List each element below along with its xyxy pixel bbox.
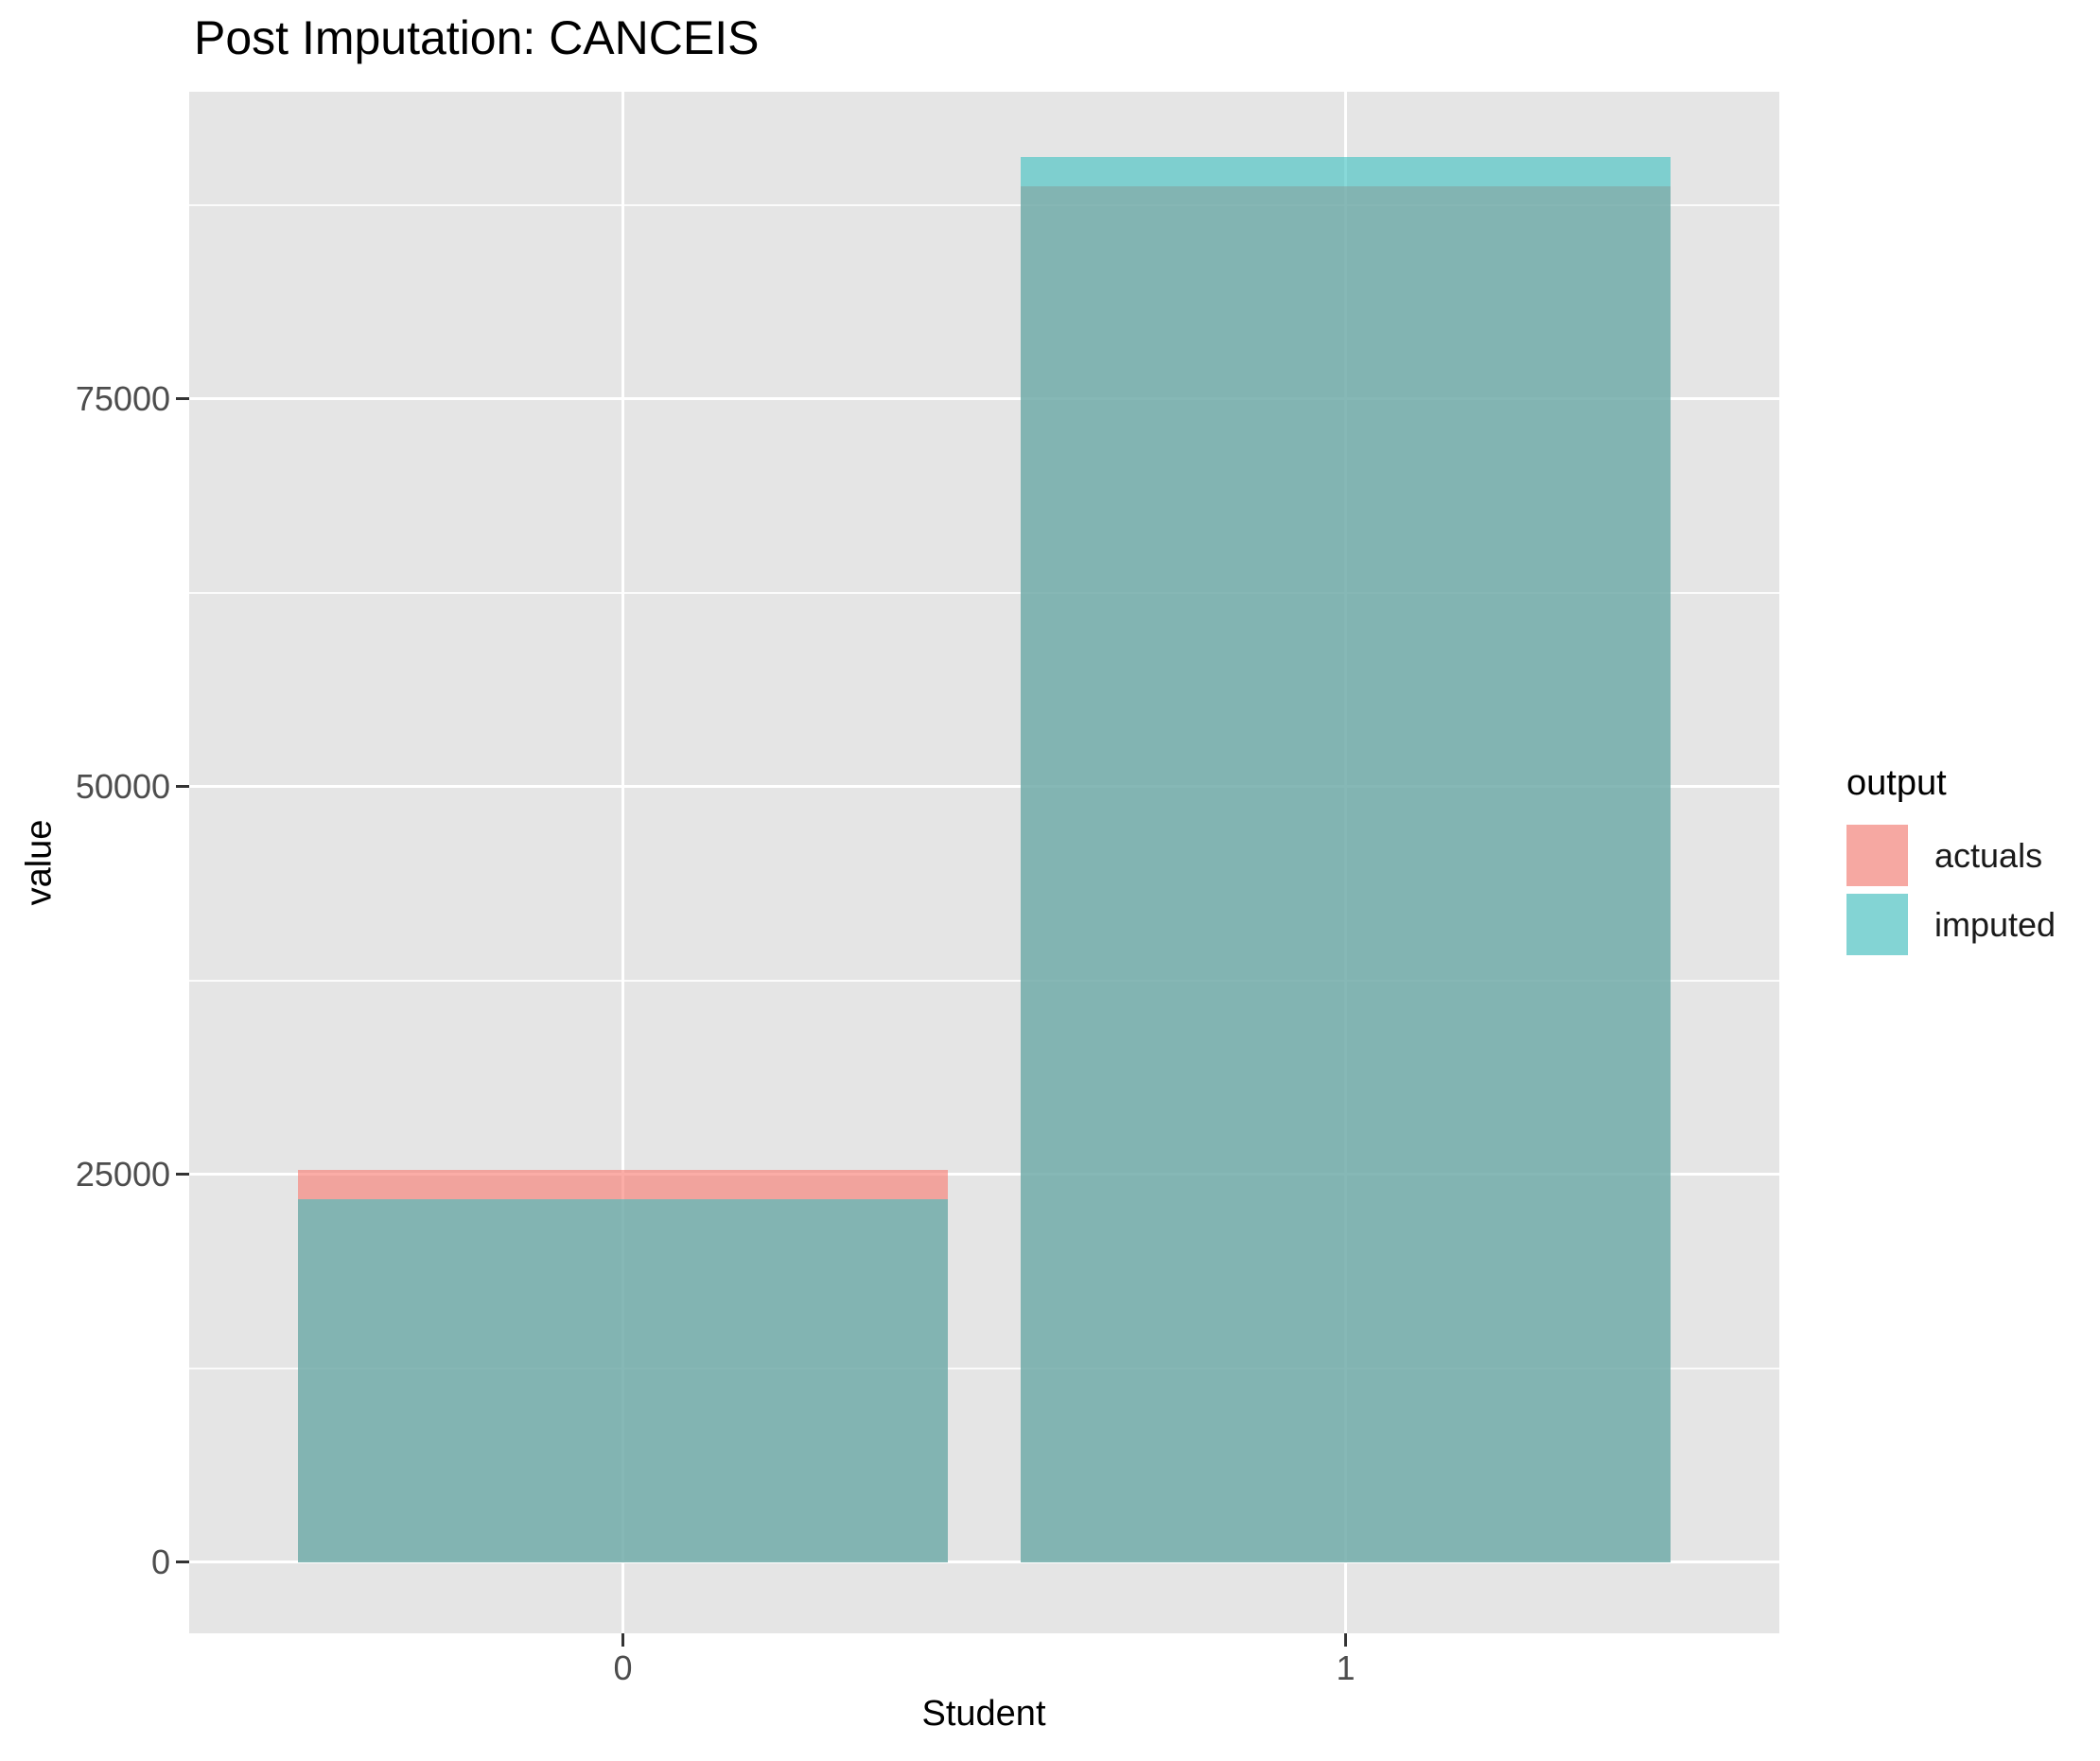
- legend-rows: actuals imputed: [1846, 825, 2056, 955]
- y-tick-mark: [176, 785, 189, 789]
- minor-gridline: [189, 591, 1779, 594]
- minor-gridline: [189, 203, 1779, 206]
- legend-label-actuals: actuals: [1934, 835, 2043, 875]
- x-tick-mark: [621, 1633, 624, 1647]
- y-axis-title: value: [19, 819, 60, 906]
- bar-imputed-0: [297, 1198, 949, 1562]
- y-tick-label: 50000: [75, 766, 170, 806]
- plot-panel: [189, 92, 1779, 1633]
- minor-gridline: [189, 1367, 1779, 1369]
- y-tick-label: 25000: [75, 1154, 170, 1194]
- x-tick-label: 1: [1336, 1648, 1356, 1687]
- legend-label-imputed: imputed: [1934, 904, 2056, 944]
- major-gridline: [189, 785, 1779, 789]
- major-gridline: [189, 1173, 1779, 1177]
- legend-row-actuals: actuals: [1846, 825, 2056, 886]
- chart-title: Post Imputation: CANCEIS: [194, 11, 760, 64]
- legend-key-actuals: [1846, 825, 1908, 886]
- y-tick-mark: [176, 397, 189, 401]
- legend: output actuals imputed: [1846, 762, 2056, 963]
- y-tick-mark: [176, 1173, 189, 1177]
- legend-row-imputed: imputed: [1846, 894, 2056, 955]
- major-gridline: [189, 397, 1779, 401]
- y-tick-mark: [176, 1560, 189, 1564]
- x-tick-label: 0: [613, 1648, 633, 1687]
- legend-key-imputed: [1846, 894, 1908, 955]
- bar-imputed-1: [1020, 156, 1671, 1562]
- legend-title: output: [1846, 763, 1947, 803]
- x-axis-title: Student: [921, 1694, 1046, 1734]
- major-gridline: [189, 1560, 1779, 1564]
- legend-swatch-imputed: [1846, 894, 1908, 955]
- minor-gridline: [189, 979, 1779, 982]
- vertical-gridline: [621, 92, 624, 1633]
- y-tick-label: 0: [150, 1542, 170, 1581]
- x-tick-mark: [1344, 1633, 1348, 1647]
- y-tick-label: 75000: [75, 378, 170, 418]
- legend-swatch-actuals: [1846, 825, 1908, 886]
